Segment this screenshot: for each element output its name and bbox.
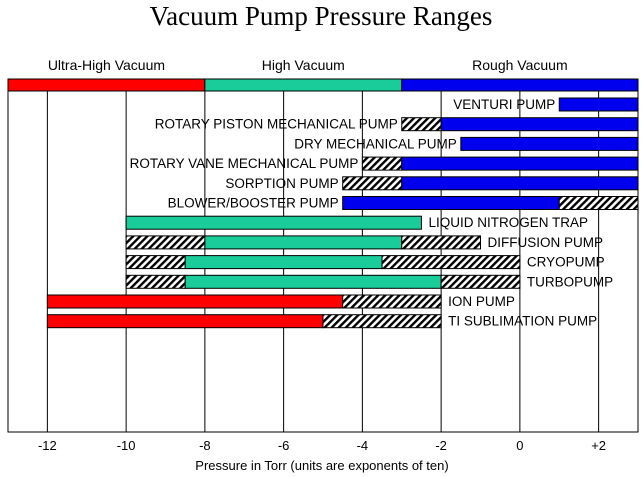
x-tick-label: -4 xyxy=(357,438,369,453)
pump-label-rotary-piston: ROTARY PISTON MECHANICAL PUMP xyxy=(155,117,398,132)
band-label-rough: Rough Vacuum xyxy=(472,57,567,73)
x-tick-label: -2 xyxy=(435,438,447,453)
pump-range-bar xyxy=(125,255,186,270)
x-tick-labels: -12 -10 -8 -6 -4 -2 0 +2 xyxy=(38,438,606,453)
pump-label-ti-sublimation: TI SUBLIMATION PUMP xyxy=(448,314,597,329)
pump-range-bar xyxy=(401,156,639,171)
pump-label-cryopump: CRYOPUMP xyxy=(527,255,605,270)
pump-range-bar xyxy=(440,117,639,132)
pump-range-bar xyxy=(361,156,403,171)
pump-label-diffusion: DIFFUSION PUMP xyxy=(488,235,604,250)
pump-range-bar xyxy=(342,196,560,210)
x-tick-label: +2 xyxy=(591,438,606,453)
pump-range-bar xyxy=(460,136,639,151)
pump-label-ion: ION PUMP xyxy=(448,294,515,309)
pump-label-turbopump: TURBOPUMP xyxy=(527,274,613,289)
pump-label-blower-booster: BLOWER/BOOSTER PUMP xyxy=(168,196,339,211)
pump-bars xyxy=(46,97,639,329)
pressure-band-segment xyxy=(401,78,639,92)
chart-title: Vacuum Pump Pressure Ranges xyxy=(150,1,493,31)
x-axis-title: Pressure in Torr (units are exponents of… xyxy=(195,458,448,473)
pump-range-bar xyxy=(46,314,324,329)
band-label-high: High Vacuum xyxy=(262,57,345,73)
pump-label-dry-mechanical: DRY MECHANICAL PUMP xyxy=(294,136,457,151)
pressure-band-bar xyxy=(7,78,639,92)
pump-range-bar xyxy=(184,274,442,289)
pump-label-liquid-nitrogen-trap: LIQUID NITROGEN TRAP xyxy=(428,215,588,230)
band-labels: Ultra-High Vacuum High Vacuum Rough Vacu… xyxy=(48,57,568,73)
pump-range-bar xyxy=(440,274,521,289)
x-tick-label: -10 xyxy=(117,438,136,453)
x-tick-label: -6 xyxy=(278,438,290,453)
pump-range-bar xyxy=(558,196,639,210)
x-tick-label: -8 xyxy=(199,438,211,453)
pump-labels: VENTURI PUMP ROTARY PISTON MECHANICAL PU… xyxy=(130,97,614,329)
pressure-band-segment xyxy=(7,78,206,92)
pump-range-bar xyxy=(401,117,442,132)
pump-label-rotary-vane: ROTARY VANE MECHANICAL PUMP xyxy=(130,156,359,171)
x-tick-label: 0 xyxy=(516,438,523,453)
pump-label-sorption: SORPTION PUMP xyxy=(225,176,338,191)
plot-frame xyxy=(7,90,639,433)
pressure-band-segment xyxy=(204,78,403,92)
pump-range-bar xyxy=(322,314,442,329)
pump-range-bar xyxy=(558,97,639,112)
pump-label-venturi: VENTURI PUMP xyxy=(453,97,555,112)
pump-range-bar xyxy=(342,176,403,191)
pump-range-bar xyxy=(46,294,344,309)
pump-range-bar xyxy=(125,274,186,289)
x-tick-label: -12 xyxy=(38,438,57,453)
pump-range-bar xyxy=(204,235,403,250)
pump-range-bar xyxy=(125,235,206,250)
pump-range-bar xyxy=(342,294,442,309)
pump-range-bar xyxy=(184,255,383,270)
pump-range-bar xyxy=(381,255,521,270)
band-label-ultra-high: Ultra-High Vacuum xyxy=(48,57,165,73)
pump-range-bar xyxy=(125,215,422,230)
pump-range-bar xyxy=(401,176,639,191)
pump-range-bar xyxy=(401,235,481,250)
